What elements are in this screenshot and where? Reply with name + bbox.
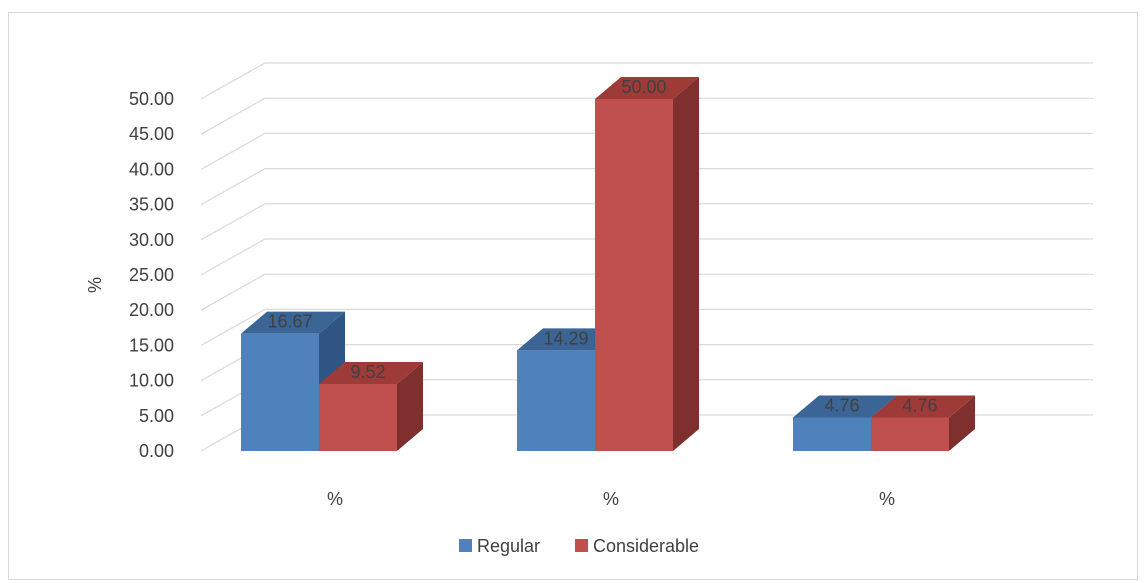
y-tick-label: 10.00 [129,371,174,391]
bar-considerable [319,361,423,451]
y-axis-title: % [85,277,105,293]
legend: Regular Considerable [459,536,699,556]
bar-top-face [319,361,423,384]
bar-front-face [793,417,871,451]
bar-considerable [871,395,975,451]
data-label: 4.76 [902,395,937,415]
bar-top-face [595,77,699,99]
legend-label: Regular [477,536,540,556]
bar-chart: 0.00 5.00 10.00 15.00 20.00 25.00 30.00 35.00 40… [85,62,1093,556]
gridline-diagonal [200,97,266,135]
y-tick-label: 15.00 [129,335,174,355]
chart-frame: 0.00 5.00 10.00 15.00 20.00 25.00 30.00 35.00 40… [8,12,1138,580]
category-label: % [327,489,343,509]
bar-front-face [319,383,397,451]
y-tick-label: 35.00 [129,195,174,215]
y-tick-label: 0.00 [139,441,174,461]
bar-front-face [595,99,673,451]
legend-swatch [575,539,588,552]
data-label: 16.67 [267,312,312,332]
bar-side-face [949,395,975,451]
category-labels: %%% [327,489,895,509]
bar-side-face [397,361,423,451]
legend-swatch [459,539,472,552]
y-tick-label: 30.00 [129,230,174,250]
category-label: % [603,489,619,509]
gridline-diagonal [200,168,266,206]
bar-top-face [871,395,975,418]
gridline-diagonal [200,132,266,170]
bars [241,77,975,451]
bar-considerable [595,77,699,451]
bar-front-face [241,333,319,451]
category-label: % [879,489,895,509]
bar-front-face [517,350,595,451]
data-label: 9.52 [350,362,385,382]
bar-top-face [241,311,345,334]
y-tick-label: 45.00 [129,124,174,144]
bar-side-face [673,77,699,451]
y-tick-label: 25.00 [129,265,174,285]
y-axis-tick-labels: 0.00 5.00 10.00 15.00 20.00 25.00 30.00 35.00 40… [129,89,174,461]
bar-top-face [793,395,897,418]
data-label: 14.29 [543,328,588,348]
y-tick-label: 50.00 [129,89,174,109]
gridline-diagonal [200,62,266,100]
gridline-diagonal [200,238,266,276]
y-tick-label: 20.00 [129,300,174,320]
gridline-diagonal [200,203,266,241]
y-tick-label: 40.00 [129,159,174,179]
data-labels: 16.67 9.52 14.29 50.00 4.76 4.76 [267,77,937,415]
bar-front-face [871,417,949,451]
legend-label: Considerable [593,536,699,556]
data-label: 50.00 [621,77,666,97]
y-tick-label: 5.00 [139,406,174,426]
gridline-diagonal [200,308,266,346]
gridline-diagonal [200,273,266,311]
data-label: 4.76 [824,395,859,415]
